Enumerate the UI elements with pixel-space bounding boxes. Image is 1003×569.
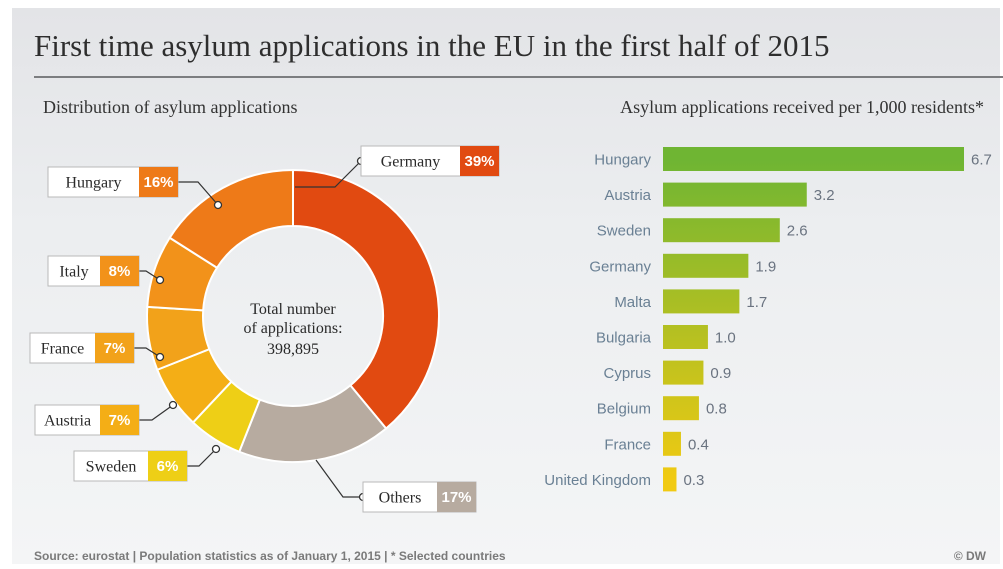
callout-label: France bbox=[41, 341, 85, 358]
donut-slice-germany bbox=[292, 168, 440, 430]
callout-leader-line bbox=[134, 347, 161, 358]
callout-percent-box bbox=[437, 482, 476, 512]
bar-category-label: France bbox=[604, 436, 651, 453]
callout-label: Sweden bbox=[86, 459, 137, 476]
bar-value-label: 1.9 bbox=[755, 258, 776, 275]
callout-percent: 7% bbox=[109, 412, 131, 429]
callout-percent-box bbox=[100, 405, 139, 435]
bar-united-kingdom bbox=[663, 467, 677, 492]
callout-leader-line bbox=[295, 160, 362, 188]
callout-hungary: Hungary 16% bbox=[47, 166, 223, 210]
bar-chart: Hungary 6.7 Austria 3.2 Sweden 2.6 Germany 1.9 M… bbox=[544, 147, 992, 492]
bar-bulgaria bbox=[663, 325, 708, 349]
callout-percent-box bbox=[148, 451, 187, 481]
bar-hungary bbox=[663, 147, 964, 171]
bar-category-label: United Kingdom bbox=[544, 472, 651, 489]
bar-belgium bbox=[663, 396, 699, 421]
bar-row-bulgaria: Bulgaria 1.0 bbox=[596, 325, 736, 349]
bar-value-label: 1.7 bbox=[746, 294, 767, 311]
source-note: Source: eurostat | Population statistics… bbox=[34, 549, 506, 563]
credit-note: © DW bbox=[953, 549, 986, 563]
callout-sweden: Sweden 6% bbox=[73, 444, 221, 482]
callout-percent-box bbox=[460, 146, 499, 176]
callout-percent-box bbox=[139, 167, 178, 197]
callout-label: Italy bbox=[59, 264, 88, 281]
donut-center-line: of applications: bbox=[243, 320, 342, 337]
callout-italy: Italy 8% bbox=[47, 255, 165, 287]
callout-germany: Germany 39% bbox=[295, 145, 500, 188]
callout-label: Austria bbox=[44, 413, 91, 430]
bar-row-united-kingdom: United Kingdom 0.3 bbox=[544, 467, 704, 492]
title-divider bbox=[34, 76, 1003, 78]
donut-labels: Germany 39%Others 17%Sweden 6%Austria 7%Fran… bbox=[29, 145, 500, 513]
bar-category-label: Austria bbox=[604, 187, 651, 204]
bar-austria bbox=[663, 182, 807, 207]
donut-center-line: 398,895 bbox=[267, 341, 319, 358]
callout-others: Others 17% bbox=[315, 459, 477, 513]
page-title: First time asylum applications in the EU… bbox=[34, 28, 830, 63]
bar-sweden bbox=[663, 218, 780, 243]
callout-austria: Austria 7% bbox=[34, 400, 178, 436]
donut-center-text: Total number of applications: 398,895 bbox=[243, 301, 342, 358]
donut-chart-title: Distribution of asylum applications bbox=[43, 97, 298, 117]
callout-label: Germany bbox=[381, 154, 441, 171]
bar-value-label: 0.9 bbox=[710, 365, 731, 382]
callout-marker bbox=[211, 444, 221, 454]
bar-row-austria: Austria 3.2 bbox=[604, 182, 835, 207]
callout-marker bbox=[155, 275, 165, 285]
callout-percent: 39% bbox=[464, 153, 494, 170]
bar-value-label: 0.8 bbox=[706, 401, 727, 418]
bar-value-label: 0.3 bbox=[683, 472, 704, 489]
bar-value-label: 0.4 bbox=[688, 436, 709, 453]
callout-leader-line bbox=[139, 404, 174, 421]
callout-label: Hungary bbox=[66, 175, 122, 192]
bar-chart-title: Asylum applications received per 1,000 r… bbox=[620, 97, 984, 117]
bar-germany bbox=[663, 253, 749, 278]
bar-row-cyprus: Cyprus 0.9 bbox=[603, 360, 731, 385]
callout-percent: 7% bbox=[104, 340, 126, 357]
bar-row-hungary: Hungary 6.7 bbox=[594, 147, 992, 171]
callout-percent: 8% bbox=[109, 263, 131, 280]
bar-france bbox=[663, 431, 681, 456]
callout-leader-line bbox=[178, 181, 219, 206]
callout-france: France 7% bbox=[29, 332, 165, 364]
bar-row-malta: Malta 1.7 bbox=[614, 289, 767, 314]
bar-malta bbox=[663, 289, 740, 314]
bar-cyprus bbox=[663, 360, 704, 385]
donut-center-line: Total number bbox=[250, 301, 336, 318]
callout-marker bbox=[213, 200, 223, 210]
bar-category-label: Belgium bbox=[597, 401, 651, 418]
callout-percent: 16% bbox=[143, 174, 173, 191]
bar-row-france: France 0.4 bbox=[604, 431, 709, 456]
callout-leader-line bbox=[139, 270, 161, 281]
callout-leader-line bbox=[315, 459, 363, 498]
callout-percent: 6% bbox=[157, 458, 179, 475]
bar-category-label: Malta bbox=[614, 294, 651, 311]
bar-value-label: 1.0 bbox=[715, 330, 736, 347]
callout-percent-box bbox=[100, 256, 139, 286]
bar-category-label: Hungary bbox=[594, 152, 651, 169]
bar-value-label: 2.6 bbox=[787, 223, 808, 240]
callout-percent-box bbox=[95, 333, 134, 363]
bar-category-label: Bulgaria bbox=[596, 330, 652, 347]
bar-row-germany: Germany 1.9 bbox=[589, 253, 776, 278]
callout-label: Others bbox=[379, 490, 422, 507]
bar-category-label: Sweden bbox=[597, 223, 651, 240]
bar-row-belgium: Belgium 0.8 bbox=[597, 396, 727, 421]
bar-row-sweden: Sweden 2.6 bbox=[597, 218, 808, 243]
callout-marker bbox=[155, 352, 165, 362]
bar-category-label: Cyprus bbox=[603, 365, 651, 382]
callout-percent: 17% bbox=[441, 489, 471, 506]
callout-leader-line bbox=[187, 448, 217, 467]
donut-slice-hungary bbox=[168, 168, 294, 270]
callout-marker bbox=[168, 400, 178, 410]
bar-value-label: 6.7 bbox=[971, 152, 992, 169]
bar-value-label: 3.2 bbox=[814, 187, 835, 204]
bar-category-label: Germany bbox=[589, 258, 651, 275]
